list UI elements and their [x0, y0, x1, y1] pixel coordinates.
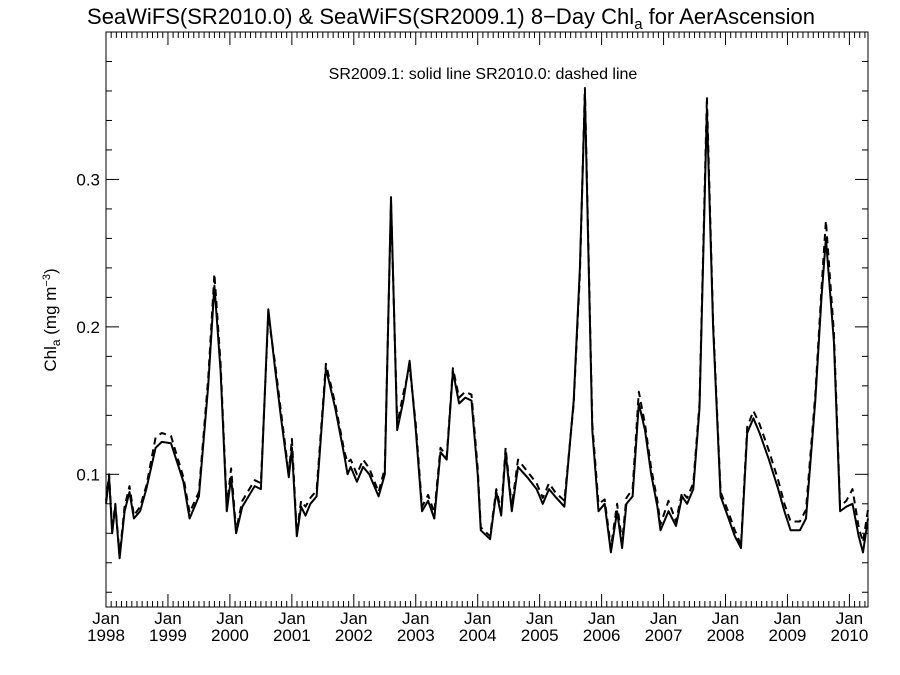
x-tick-month-label: Jan	[526, 609, 553, 628]
x-tick-month-label: Jan	[650, 609, 677, 628]
series-line-sr2009-1	[105, 92, 869, 560]
x-tick-year-label: 1998	[87, 626, 125, 645]
x-tick-month-label: Jan	[92, 609, 119, 628]
y-axis-label: Chla (mg m−3)	[41, 268, 63, 371]
x-tick-year-label: 2001	[273, 626, 311, 645]
y-tick-label: 0.1	[76, 465, 100, 484]
x-tick-month-label: Jan	[216, 609, 243, 628]
y-tick-label: 0.3	[76, 170, 100, 189]
plot-frame	[105, 31, 869, 608]
x-tick-year-label: 2002	[335, 626, 373, 645]
x-tick-year-label: 2003	[397, 626, 435, 645]
x-tick-month-label: Jan	[588, 609, 615, 628]
x-tick-month-label: Jan	[402, 609, 429, 628]
plot-axes: 0.10.20.3Jan1998Jan1999Jan2000Jan2001Jan…	[76, 32, 868, 645]
x-tick-year-label: 2004	[459, 626, 497, 645]
x-tick-year-label: 2006	[583, 626, 621, 645]
plot-lines	[105, 87, 869, 560]
x-tick-month-label: Jan	[154, 609, 181, 628]
y-tick-label: 0.2	[76, 318, 100, 337]
chart-title: SeaWiFS(SR2010.0) & SeaWiFS(SR2009.1) 8−…	[87, 4, 815, 33]
x-tick-year-label: 2010	[831, 626, 869, 645]
x-tick-month-label: Jan	[464, 609, 491, 628]
x-tick-year-label: 2007	[645, 626, 683, 645]
x-tick-year-label: 1999	[149, 626, 187, 645]
x-tick-month-label: Jan	[278, 609, 305, 628]
x-tick-year-label: 2005	[521, 626, 559, 645]
x-tick-year-label: 2009	[769, 626, 807, 645]
x-tick-month-label: Jan	[712, 609, 739, 628]
series-line-sr2010-0	[105, 87, 869, 557]
x-tick-year-label: 2000	[211, 626, 249, 645]
x-tick-year-label: 2008	[707, 626, 745, 645]
x-tick-month-label: Jan	[774, 609, 801, 628]
legend-annotation: SR2009.1: solid line SR2010.0: dashed li…	[329, 66, 638, 83]
x-tick-month-label: Jan	[836, 609, 863, 628]
x-tick-month-label: Jan	[340, 609, 367, 628]
